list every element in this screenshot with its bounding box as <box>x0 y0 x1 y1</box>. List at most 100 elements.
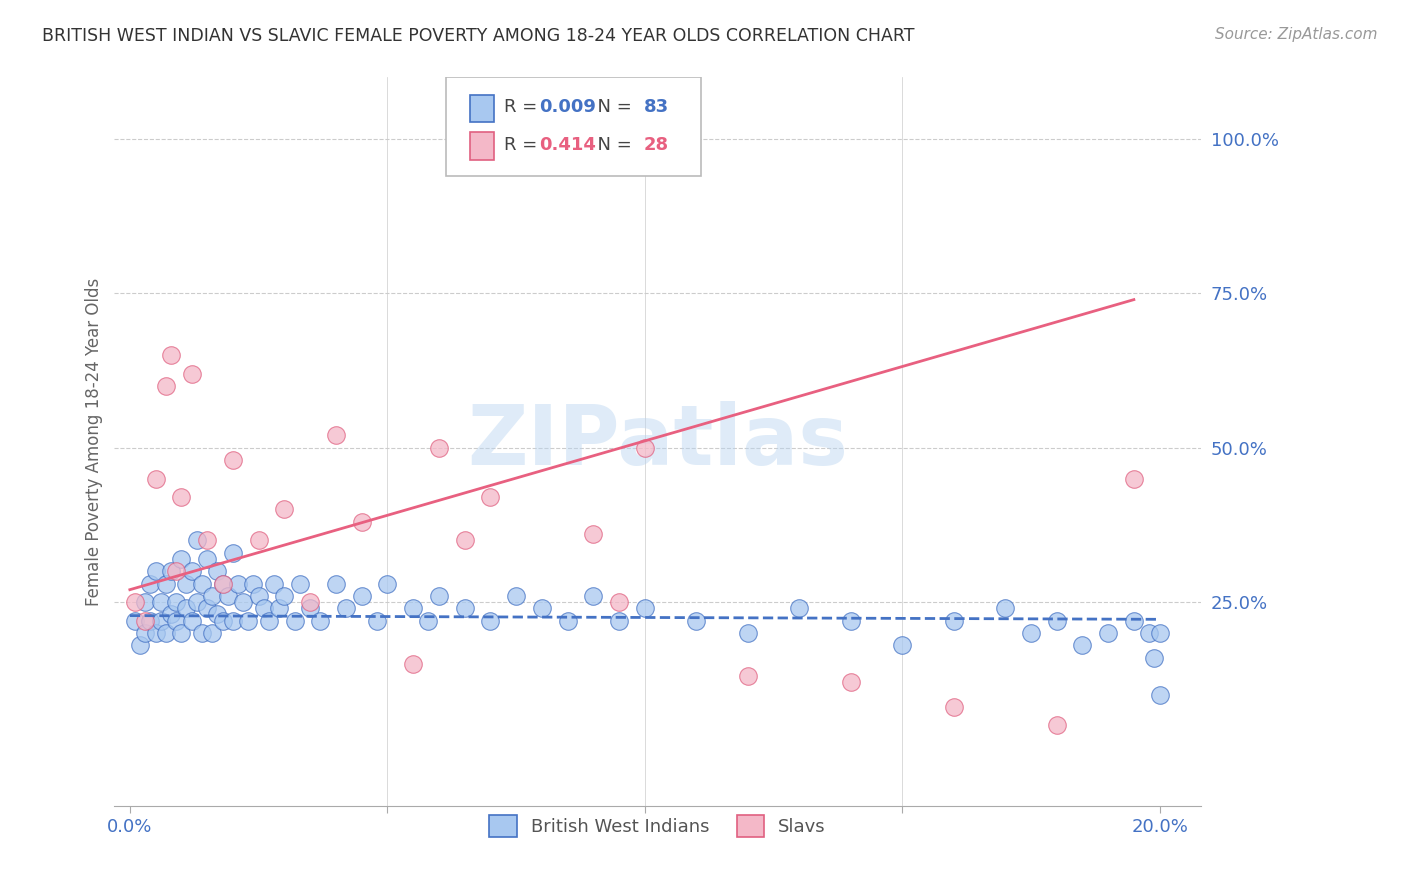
Point <box>247 589 270 603</box>
Point <box>273 589 295 603</box>
Point <box>607 595 630 609</box>
Point <box>1071 638 1094 652</box>
Point <box>325 428 347 442</box>
Point <box>149 595 172 609</box>
Point <box>191 576 214 591</box>
Point <box>145 564 167 578</box>
Point <box>180 564 202 578</box>
Point <box>186 533 208 548</box>
Point <box>217 589 239 603</box>
Point <box>350 589 373 603</box>
FancyBboxPatch shape <box>470 95 494 122</box>
Point <box>207 564 229 578</box>
Text: 28: 28 <box>644 136 669 153</box>
Point <box>375 576 398 591</box>
Point <box>124 595 146 609</box>
Legend: British West Indians, Slavs: British West Indians, Slavs <box>482 807 832 844</box>
Point <box>195 551 218 566</box>
Point <box>1149 626 1171 640</box>
Point <box>479 614 502 628</box>
Point <box>418 614 440 628</box>
Point <box>211 576 233 591</box>
Point <box>165 595 187 609</box>
Point <box>737 626 759 640</box>
Point <box>607 614 630 628</box>
Point <box>1046 614 1069 628</box>
Point <box>737 669 759 683</box>
Text: R =: R = <box>505 98 544 116</box>
Point <box>222 614 245 628</box>
Text: N =: N = <box>586 98 637 116</box>
Point <box>1143 650 1166 665</box>
Point <box>427 589 450 603</box>
Point <box>145 472 167 486</box>
Point <box>176 601 198 615</box>
Point <box>994 601 1017 615</box>
Point <box>160 607 183 622</box>
Text: R =: R = <box>505 136 544 153</box>
Text: 83: 83 <box>644 98 669 116</box>
Point <box>839 675 862 690</box>
Point <box>402 657 425 671</box>
Point <box>309 614 332 628</box>
Point <box>263 576 285 591</box>
Point <box>582 527 605 541</box>
Point <box>186 595 208 609</box>
Point <box>211 614 233 628</box>
Text: BRITISH WEST INDIAN VS SLAVIC FEMALE POVERTY AMONG 18-24 YEAR OLDS CORRELATION C: BRITISH WEST INDIAN VS SLAVIC FEMALE POV… <box>42 27 915 45</box>
Point <box>299 601 322 615</box>
Point <box>207 607 229 622</box>
FancyBboxPatch shape <box>446 78 702 176</box>
Point <box>195 533 218 548</box>
Point <box>839 614 862 628</box>
Point <box>201 626 224 640</box>
Point <box>124 614 146 628</box>
Point <box>253 601 276 615</box>
Point <box>505 589 527 603</box>
Point <box>453 601 475 615</box>
Point <box>165 564 187 578</box>
Point <box>366 614 388 628</box>
Point <box>1122 472 1144 486</box>
Point <box>222 453 245 467</box>
Point <box>170 626 193 640</box>
Point <box>134 614 156 628</box>
Point <box>242 576 264 591</box>
Text: 0.009: 0.009 <box>538 98 596 116</box>
Text: 0.414: 0.414 <box>538 136 596 153</box>
Point <box>1149 688 1171 702</box>
FancyBboxPatch shape <box>470 132 494 160</box>
Point <box>269 601 291 615</box>
Point <box>139 614 162 628</box>
Point <box>479 490 502 504</box>
Point <box>180 367 202 381</box>
Point <box>942 614 965 628</box>
Point <box>299 595 322 609</box>
Point <box>634 441 657 455</box>
Point <box>1097 626 1119 640</box>
Point <box>129 638 152 652</box>
Point <box>149 614 172 628</box>
Point <box>238 614 260 628</box>
Point <box>427 441 450 455</box>
Point <box>195 601 218 615</box>
Point <box>155 626 177 640</box>
Point <box>257 614 280 628</box>
Point <box>155 379 177 393</box>
Point <box>273 502 295 516</box>
Point <box>685 614 707 628</box>
Point <box>891 638 914 652</box>
Point <box>191 626 214 640</box>
Point <box>1137 626 1160 640</box>
Point <box>211 576 233 591</box>
Text: Source: ZipAtlas.com: Source: ZipAtlas.com <box>1215 27 1378 42</box>
Point <box>247 533 270 548</box>
Text: ZIPatlas: ZIPatlas <box>467 401 848 482</box>
Point <box>530 601 553 615</box>
Point <box>1019 626 1042 640</box>
Point <box>165 614 187 628</box>
Point <box>350 515 373 529</box>
Point <box>402 601 425 615</box>
Point <box>634 601 657 615</box>
Point <box>453 533 475 548</box>
